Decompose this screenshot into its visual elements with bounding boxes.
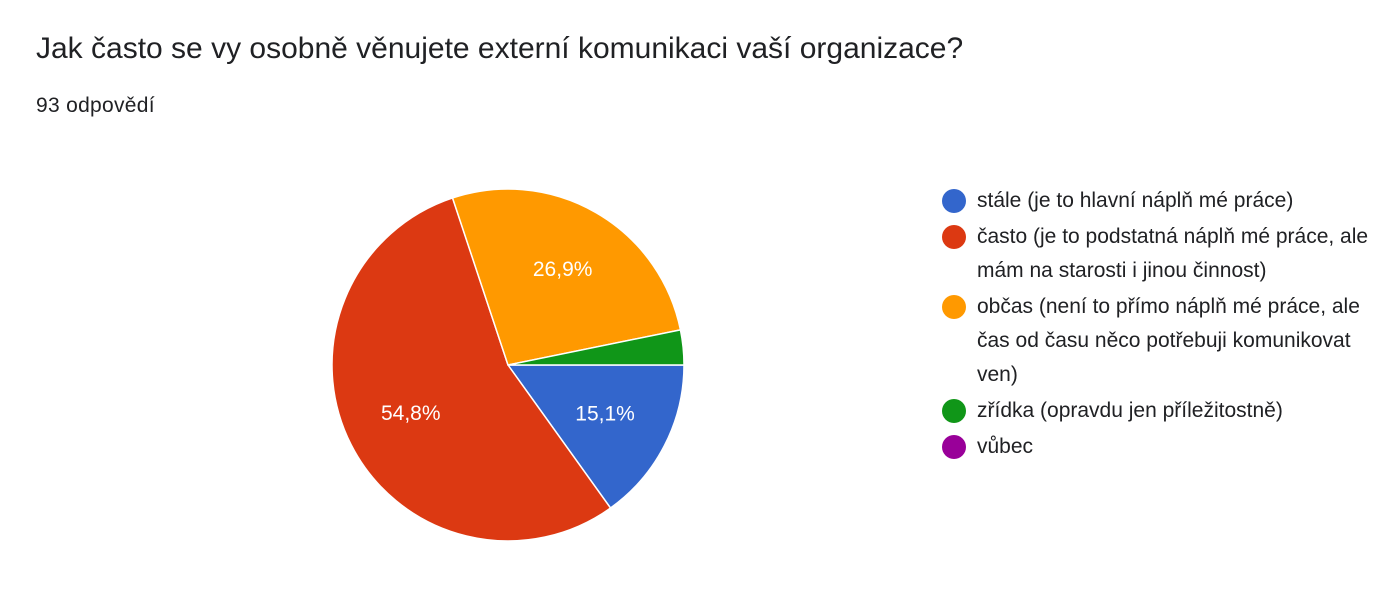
legend-item: vůbec — [942, 430, 1382, 464]
legend-label: stále (je to hlavní náplň mé práce) — [977, 189, 1294, 212]
pie-slice — [331, 197, 612, 542]
pie-slice — [506, 364, 685, 510]
legend-swatch — [942, 399, 966, 423]
legend-swatch — [942, 435, 966, 459]
data-label: 26,9% — [533, 258, 593, 281]
legend-swatch — [942, 189, 966, 213]
chart: 15,1% 54,8% 26,9% — [331, 188, 685, 542]
chart-title: Jak často se vy osobně věnujete externí … — [36, 32, 964, 65]
legend-label: vůbec — [977, 435, 1034, 458]
legend-label: často (je to podstatná náplň mé práce, a… — [977, 225, 1369, 282]
data-label: 54,8% — [381, 402, 441, 425]
pie-slice — [507, 328, 685, 366]
legend-swatch — [942, 295, 966, 319]
data-label: 15,1% — [575, 402, 635, 425]
legend-item: občas (není to přímo náplň mé práce, ale… — [942, 290, 1382, 392]
legend-item: zřídka (opravdu jen příležitostně) — [942, 394, 1382, 428]
legend-item: stále (je to hlavní náplň mé práce) — [942, 184, 1382, 218]
legend-label: občas (není to přímo náplň mé práce, ale… — [977, 295, 1360, 386]
chart-subtitle: 93 odpovědí — [36, 94, 155, 117]
pie-slice — [451, 188, 682, 366]
legend-swatch — [942, 225, 966, 249]
legend-item: často (je to podstatná náplň mé práce, a… — [942, 220, 1382, 288]
legend: stále (je to hlavní náplň mé práce) často… — [942, 184, 1382, 466]
legend-label: zřídka (opravdu jen příležitostně) — [977, 399, 1283, 422]
